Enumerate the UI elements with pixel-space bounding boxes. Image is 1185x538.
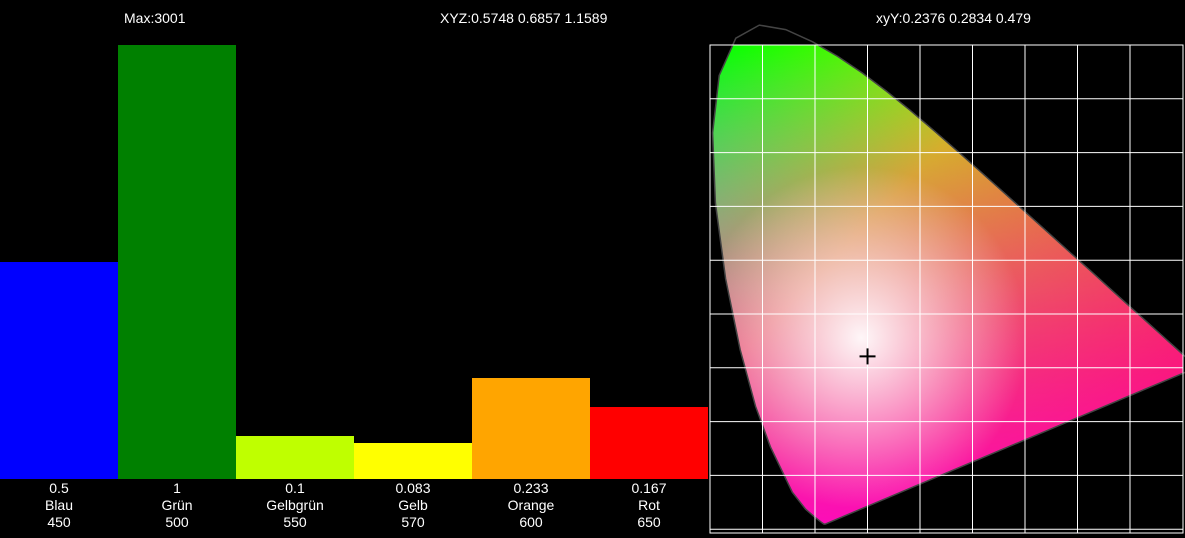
bar-rot [590,406,708,479]
wavelength-label: 600 [519,514,543,530]
category-label: Blau [44,497,74,513]
category-label: Rot [638,497,660,513]
xyy-label: xyY:0.2376 0.2834 0.479 [876,10,1031,26]
cie-fill-white [712,45,1183,525]
bar-gelb [354,442,472,479]
value-label: 0.167 [631,480,667,496]
wavelength-label: 500 [165,514,189,530]
bar-label-group: 0.5 Blau 450 [0,480,118,531]
max-label: Max:3001 [124,10,186,26]
bar-label-group: 0.1 Gelbgrün 550 [236,480,354,531]
xyz-label: XYZ:0.5748 0.6857 1.1589 [440,10,608,26]
bar-blau [0,262,118,479]
chromaticity-point [859,348,876,365]
value-label: 0.233 [513,480,549,496]
bar-orange [472,377,590,479]
wavelength-label: 450 [47,514,71,530]
category-label: Orange [507,497,555,513]
category-label: Gelbgrün [266,497,324,513]
category-label: Grün [161,497,193,513]
wavelength-label: 550 [283,514,307,530]
bar-label-group: 0.167 Rot 650 [590,480,708,531]
category-label: Gelb [398,497,428,513]
value-label: 0.5 [49,480,69,496]
value-label: 1 [173,480,181,496]
spectral-locus-outline [711,24,1185,525]
wavelength-label: 650 [637,514,661,530]
wavelength-label: 570 [401,514,425,530]
bar-label-group: 1 Grün 500 [118,480,236,531]
bar-label-group: 0.083 Gelb 570 [354,480,472,531]
value-label: 0.083 [395,480,431,496]
bar-label-group: 0.233 Orange 600 [472,480,590,531]
value-label: 0.1 [285,480,305,496]
bar-gelbgrün [236,435,354,479]
grid-frame [709,44,1184,534]
cie-grid [709,44,1184,534]
spectrum-bar-chart: 0.5 Blau 450 1 Grün 500 0.1 Gelbgrün 550 0.083 Gel… [0,45,708,531]
bar-grün [118,45,236,479]
